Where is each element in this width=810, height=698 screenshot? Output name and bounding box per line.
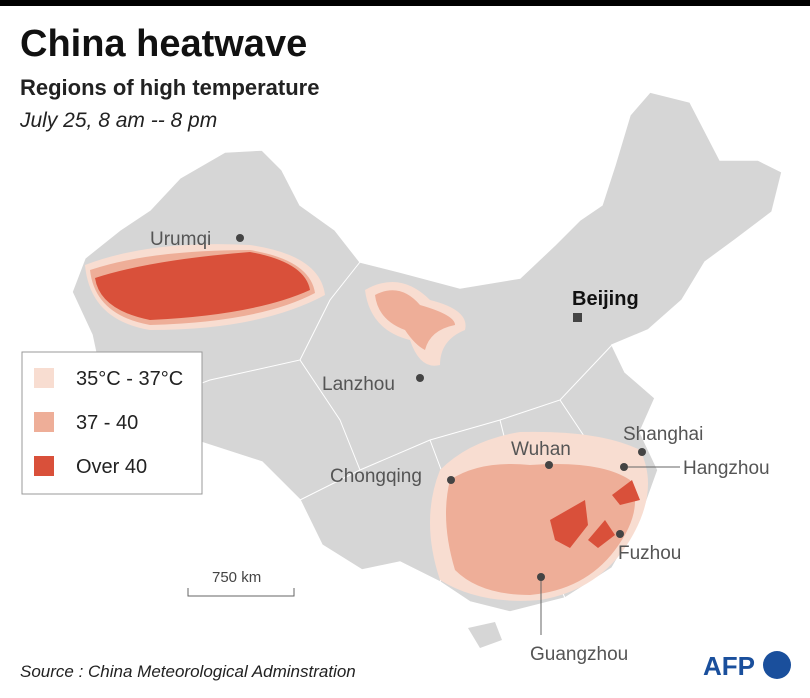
city-dot: [545, 461, 553, 469]
heat-region: [446, 464, 635, 595]
heat-region: [95, 252, 310, 320]
scale-bar: 750 km: [187, 569, 295, 597]
heat-region: [612, 480, 640, 505]
city-label: Shanghai: [623, 424, 703, 445]
city-label: Wuhan: [511, 439, 571, 460]
heat-region: [588, 520, 615, 548]
heat-region: [550, 500, 588, 548]
legend-label: 37 - 40: [76, 412, 138, 434]
logo: AFP: [703, 651, 755, 681]
scale-line: [187, 588, 295, 597]
city-label: Fuzhou: [618, 543, 681, 564]
city-dot: [236, 234, 244, 242]
title: China heatwave: [20, 23, 307, 65]
city-dot: [638, 448, 646, 456]
capital-marker: [573, 313, 582, 322]
city-dot: [537, 573, 545, 581]
legend-swatch: [34, 412, 54, 432]
city-label: Guangzhou: [530, 644, 628, 665]
legend: 35°C - 37°C 37 - 40 Over 40: [21, 351, 203, 495]
legend-swatch: [34, 368, 54, 388]
hainan: [468, 622, 502, 648]
subtitle: Regions of high temperature: [20, 75, 319, 100]
legend-label: Over 40: [76, 456, 147, 478]
city-dot: [620, 463, 628, 471]
city-label: Hangzhou: [683, 458, 770, 479]
city-dot: [616, 530, 624, 538]
city-dot: [447, 476, 455, 484]
city-label: Beijing: [572, 288, 639, 310]
source: Source : China Meteorological Adminstrat…: [20, 662, 356, 681]
top-bar: [0, 0, 810, 6]
city-dot: [416, 374, 424, 382]
legend-swatch: [34, 456, 54, 476]
cities: Urumqi Lanzhou Beijing Chongqing Wuhan S…: [150, 229, 770, 665]
scale-label: 750 km: [212, 569, 261, 586]
heat-region: [375, 290, 455, 350]
logo-circle: [763, 651, 791, 679]
city-label: Chongqing: [330, 466, 422, 487]
date: July 25, 8 am -- 8 pm: [19, 109, 217, 132]
legend-label: 35°C - 37°C: [76, 368, 183, 390]
city-label: Urumqi: [150, 229, 211, 250]
city-label: Lanzhou: [322, 374, 395, 395]
